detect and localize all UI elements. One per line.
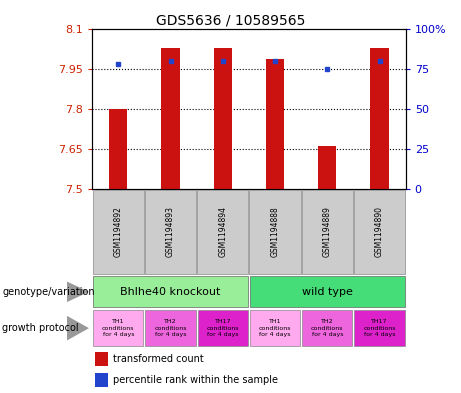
Text: TH1
conditions
for 4 days: TH1 conditions for 4 days — [102, 320, 135, 337]
Text: GSM1194889: GSM1194889 — [323, 206, 332, 257]
Bar — [198, 310, 248, 346]
Bar — [249, 189, 301, 274]
Bar — [250, 310, 300, 346]
Bar — [301, 189, 353, 274]
Text: GSM1194888: GSM1194888 — [271, 206, 279, 257]
Text: GSM1194892: GSM1194892 — [114, 206, 123, 257]
Text: Bhlhe40 knockout: Bhlhe40 knockout — [120, 287, 221, 297]
Text: GSM1194890: GSM1194890 — [375, 206, 384, 257]
Bar — [95, 373, 108, 387]
Text: TH2
conditions
for 4 days: TH2 conditions for 4 days — [154, 320, 187, 337]
Bar — [197, 189, 248, 274]
Text: wild type: wild type — [302, 287, 353, 297]
Bar — [95, 352, 108, 366]
Text: TH2
conditions
for 4 days: TH2 conditions for 4 days — [311, 320, 343, 337]
Bar — [213, 48, 232, 189]
Bar — [266, 59, 284, 189]
Bar — [302, 310, 352, 346]
Text: GSM1194894: GSM1194894 — [219, 206, 227, 257]
Bar — [355, 310, 405, 346]
Bar — [93, 189, 144, 274]
Bar — [93, 310, 143, 346]
Bar — [93, 276, 248, 307]
Text: transformed count: transformed count — [112, 354, 203, 364]
Bar — [371, 48, 389, 189]
Text: TH17
conditions
for 4 days: TH17 conditions for 4 days — [363, 320, 396, 337]
Text: genotype/variation: genotype/variation — [2, 287, 95, 297]
Text: growth protocol: growth protocol — [2, 323, 79, 333]
Bar — [145, 189, 196, 274]
Text: GDS5636 / 10589565: GDS5636 / 10589565 — [156, 14, 305, 28]
Text: GSM1194893: GSM1194893 — [166, 206, 175, 257]
Text: TH17
conditions
for 4 days: TH17 conditions for 4 days — [207, 320, 239, 337]
Polygon shape — [67, 281, 89, 302]
Bar — [250, 276, 405, 307]
Bar — [109, 109, 127, 189]
Bar — [318, 146, 337, 189]
Bar — [354, 189, 405, 274]
Text: TH1
conditions
for 4 days: TH1 conditions for 4 days — [259, 320, 291, 337]
Text: percentile rank within the sample: percentile rank within the sample — [112, 375, 278, 385]
Bar — [161, 48, 180, 189]
Bar — [146, 310, 195, 346]
Polygon shape — [67, 316, 89, 340]
